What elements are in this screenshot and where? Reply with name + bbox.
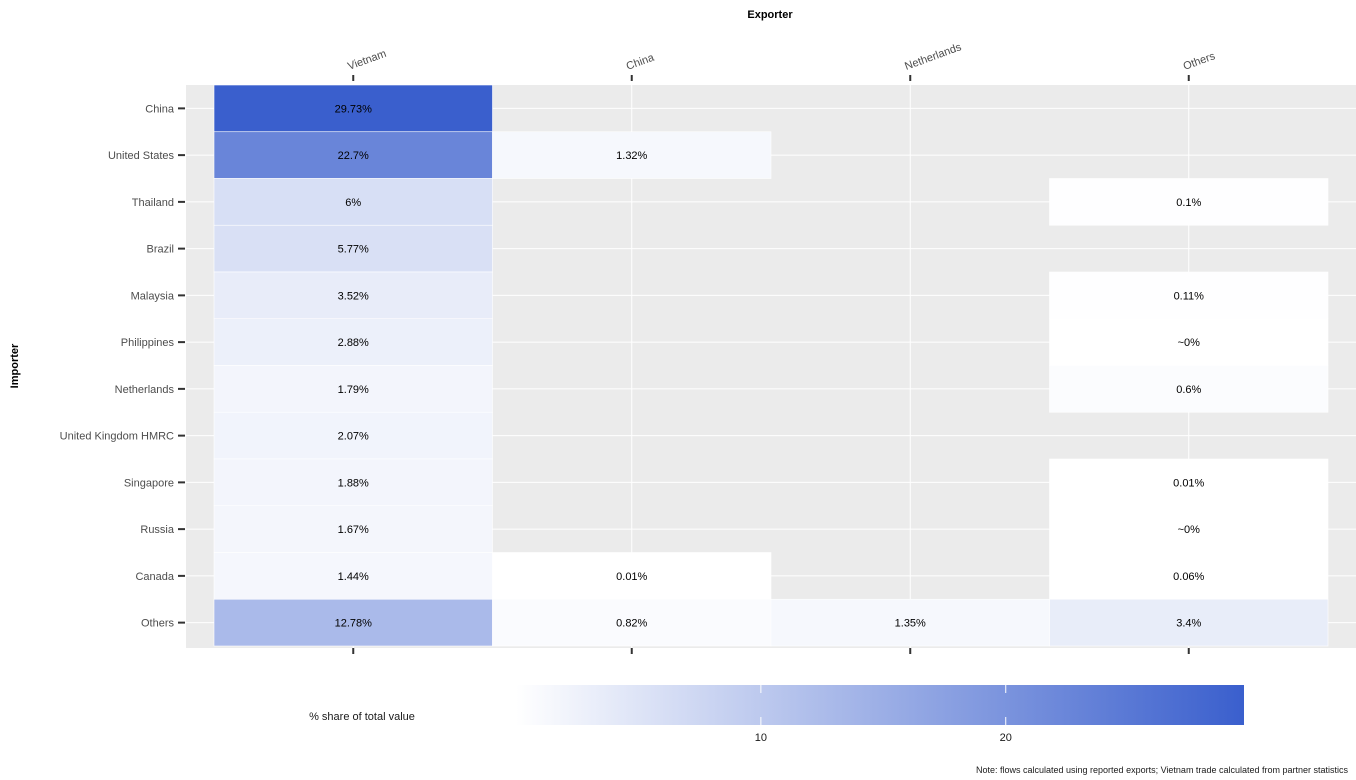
heatmap-cell — [213, 458, 493, 507]
cell-label: 0.06% — [1173, 571, 1204, 583]
y-tick-label: Brazil — [146, 244, 174, 256]
y-axis: China United States Thailand Brazil Malaysia… — [60, 103, 185, 630]
y-tick-label: Philippines — [121, 337, 175, 349]
x-tick-label: Vietnam — [346, 48, 388, 73]
legend-tick-label: 10 — [755, 732, 767, 744]
heatmap-cell — [213, 271, 493, 320]
y-tick-label: United Kingdom HMRC — [60, 431, 174, 443]
heatmap-cell — [213, 178, 493, 226]
cell-label: 1.44% — [338, 571, 369, 583]
y-tick-label: Others — [141, 618, 175, 630]
heatmap-cell — [770, 598, 1050, 647]
cell-label: 0.1% — [1176, 197, 1201, 209]
cell-label: 0.82% — [616, 618, 647, 630]
y-tick-label: Singapore — [124, 477, 174, 489]
color-legend: % share of total value 10 20 — [309, 685, 1244, 744]
cell-label: 29.73% — [335, 103, 373, 115]
footnote: Note: flows calculated using reported ex… — [975, 765, 1348, 775]
cell-label: 2.88% — [338, 337, 369, 349]
heatmap-cell — [1049, 318, 1329, 366]
cell-label: 5.77% — [338, 244, 369, 256]
cell-label: 0.11% — [1174, 290, 1205, 302]
cell-label: 1.88% — [338, 477, 369, 489]
legend-tick-label: 20 — [1000, 732, 1012, 744]
cell-label: 22.7% — [338, 150, 369, 162]
cell-label: ~0% — [1178, 337, 1201, 349]
heatmap-cell — [492, 131, 772, 179]
heatmap-cell — [213, 224, 493, 273]
heatmap-cells: 29.73% 22.7% 1.32% 6% 0.1% 5.77% 3.52% 0.11% 2.8… — [213, 84, 1329, 647]
cell-label: 0.01% — [616, 571, 647, 583]
cell-label: 3.52% — [338, 290, 369, 302]
heatmap-cell — [1049, 458, 1329, 507]
heatmap-cell — [1049, 178, 1329, 226]
y-tick-label: Canada — [135, 571, 174, 583]
heatmap-cell — [1049, 598, 1329, 647]
cell-label: 12.78% — [335, 618, 373, 630]
cell-label: 0.01% — [1173, 477, 1204, 489]
y-tick-label: Thailand — [132, 197, 174, 209]
heatmap-cell — [213, 552, 493, 600]
y-tick-label: Russia — [140, 524, 175, 536]
cell-label: 3.4% — [1176, 618, 1201, 630]
cell-label: 2.07% — [338, 431, 369, 443]
heatmap-cell — [213, 411, 493, 460]
cell-label: 0.6% — [1176, 384, 1201, 396]
legend-colorbar — [516, 685, 1244, 725]
x-tick-label: Others — [1182, 50, 1218, 73]
heatmap-cell — [213, 131, 493, 179]
y-tick-label: China — [145, 103, 175, 115]
cell-label: 1.32% — [616, 150, 647, 162]
heatmap-cell — [213, 505, 493, 553]
cell-label: 1.79% — [338, 384, 369, 396]
heatmap-cell — [213, 365, 493, 413]
heatmap-cell — [492, 552, 772, 600]
x-axis-title: Exporter — [747, 9, 793, 21]
y-tick-label: Netherlands — [115, 384, 175, 396]
heatmap-cell — [213, 84, 493, 133]
cell-label: 6% — [345, 197, 361, 209]
x-tick-label: Netherlands — [903, 41, 963, 73]
heatmap-cell — [1049, 552, 1329, 600]
legend-title: % share of total value — [309, 711, 415, 723]
cell-label: 1.35% — [895, 618, 926, 630]
heatmap-cell — [213, 598, 493, 647]
heatmap-cell — [213, 318, 493, 366]
cell-label: 1.67% — [338, 524, 369, 536]
y-axis-title: Importer — [9, 343, 21, 388]
heatmap-cell — [1049, 271, 1329, 320]
x-tick-label: China — [625, 51, 657, 72]
cell-label: ~0% — [1178, 524, 1201, 536]
y-tick-label: United States — [108, 150, 175, 162]
heatmap-cell — [1049, 365, 1329, 413]
y-tick-label: Malaysia — [131, 290, 175, 302]
